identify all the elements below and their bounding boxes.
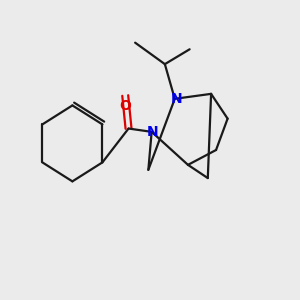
Text: O: O — [119, 99, 131, 113]
Text: N: N — [171, 92, 182, 106]
Text: N: N — [147, 125, 158, 139]
